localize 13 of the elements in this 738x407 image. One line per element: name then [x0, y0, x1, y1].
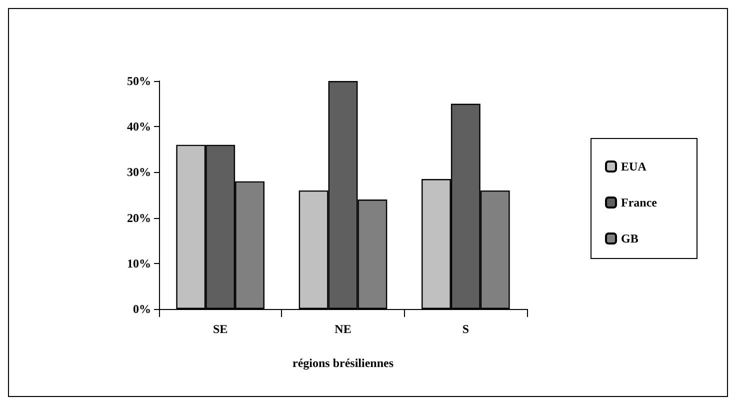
y-tick-label: 20%: [127, 210, 151, 225]
y-tick-label: 40%: [127, 120, 151, 134]
y-tick-label: 0%: [133, 302, 151, 316]
legend-label: EUA: [621, 160, 647, 174]
legend-label: France: [621, 196, 658, 210]
y-tick-label: 50%: [127, 74, 151, 88]
y-tick-label: 30%: [127, 165, 151, 180]
x-tick-label: SE: [212, 322, 228, 336]
x-axis-title: régions brésiliennes: [292, 356, 394, 370]
x-tick-label: NE: [334, 322, 352, 336]
legend-label: GB: [621, 232, 638, 246]
y-tick-label: 10%: [127, 256, 151, 270]
x-tick-label: S: [462, 322, 470, 336]
